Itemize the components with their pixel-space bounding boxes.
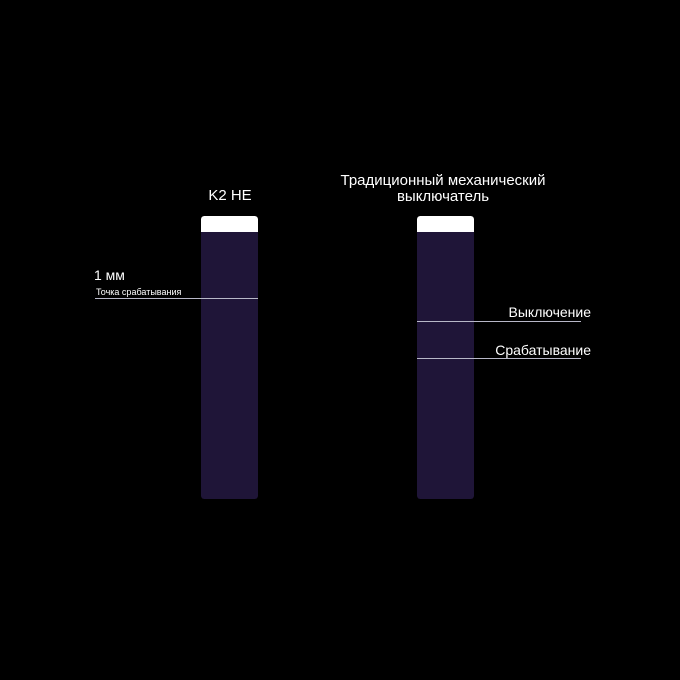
k2-he-actuation-point-label: Точка срабатывания [96, 287, 182, 297]
mechanical-actuation-line [417, 358, 581, 359]
k2-he-keycap [201, 216, 258, 232]
mechanical-stem [417, 232, 474, 499]
mechanical-keycap [417, 216, 474, 232]
release-point-line [417, 321, 581, 322]
mechanical-switch-bar [417, 216, 474, 499]
k2-he-actuation-line [95, 298, 258, 299]
k2-he-distance-label: 1 мм [94, 267, 125, 283]
k2-he-stem [201, 232, 258, 499]
mechanical-switch-title: Традиционный механический выключатель [313, 173, 573, 205]
k2-he-title: K2 HE [208, 187, 252, 204]
release-point-label: Выключение [508, 304, 591, 320]
actuation-point-label: Срабатывание [495, 342, 591, 358]
k2-he-switch-bar [201, 216, 258, 499]
mechanical-switch-title-line1: Традиционный механический [340, 172, 546, 189]
mechanical-switch-title-line2: выключатель [396, 188, 490, 205]
